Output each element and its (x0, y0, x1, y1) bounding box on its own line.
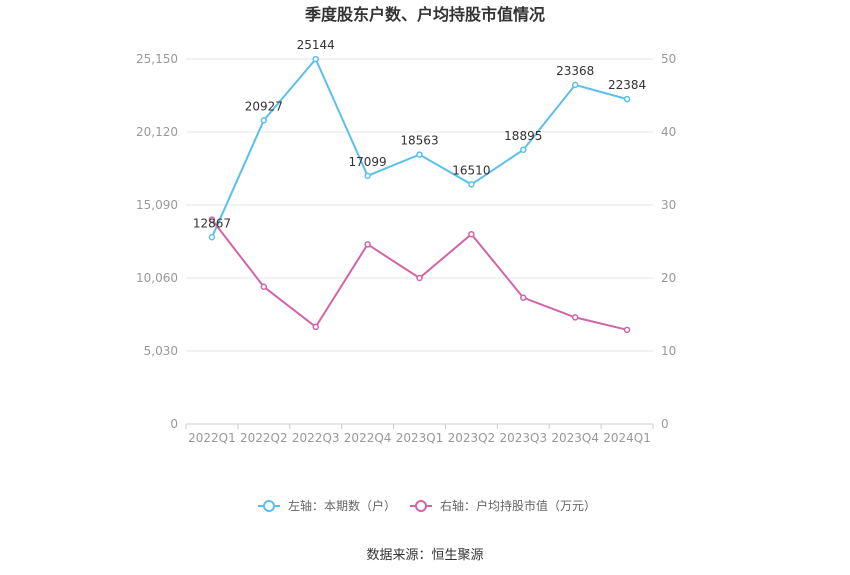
y-right-tick-label: 30 (661, 198, 676, 212)
y-left-tick-label: 0 (170, 417, 178, 431)
x-tick-label: 2023Q4 (551, 431, 599, 445)
axes: 0 0 5,030 10 10,060 20 15,090 30 20,120 40 25,150 5… (136, 52, 676, 445)
x-tick-label: 2022Q1 (188, 431, 236, 445)
series-line (210, 57, 628, 238)
series (208, 55, 631, 334)
data-label: 12867 (193, 216, 231, 230)
data-point (520, 146, 527, 154)
data-label: 22384 (608, 78, 646, 92)
chart-title: 季度股东户数、户均持股市值情况 (304, 5, 545, 24)
data-label: 16510 (452, 163, 490, 177)
data-point (364, 241, 371, 248)
data-point (468, 230, 475, 238)
data-point (571, 81, 579, 89)
data-label: 18563 (400, 134, 438, 148)
legend-marker-dot (263, 500, 275, 512)
data-point (623, 95, 631, 103)
data-point (520, 294, 527, 301)
legend-item-label: 左轴：本期数（户） (288, 498, 396, 513)
x-tick-label: 2023Q1 (396, 431, 444, 445)
x-tick-label: 2022Q4 (344, 431, 392, 445)
y-left-tick-label: 20,120 (136, 125, 178, 139)
data-point (208, 216, 216, 223)
data-label: 17099 (349, 155, 387, 169)
x-tick-label: 2022Q2 (240, 431, 288, 445)
series-line (211, 218, 628, 331)
data-point (416, 151, 423, 158)
y-left-tick-label: 25,150 (136, 52, 178, 66)
data-label: 18895 (504, 129, 542, 143)
source-note: 数据来源：恒生聚源 (366, 548, 483, 563)
data-point (571, 314, 579, 321)
y-right-tick-label: 40 (661, 125, 676, 139)
data-label: 23368 (556, 64, 594, 78)
x-tick-label: 2022Q3 (292, 431, 340, 445)
x-tick-label: 2023Q2 (448, 431, 496, 445)
legend-marker-dot (415, 500, 427, 512)
data-point (416, 274, 423, 282)
y-right-tick-label: 0 (661, 417, 669, 431)
legend-item-label: 右轴：户均持股市值（万元） (440, 498, 596, 513)
data-label: 20927 (245, 99, 283, 113)
data-point (468, 181, 475, 188)
y-left-tick-label: 5,030 (144, 344, 178, 358)
data-point (312, 323, 319, 331)
data-point (208, 234, 216, 241)
data-point (623, 326, 631, 334)
y-right-tick-label: 10 (661, 344, 676, 358)
y-right-tick-label: 20 (661, 271, 676, 285)
y-right-tick-label: 50 (661, 52, 676, 66)
legend[interactable]: 左轴：本期数（户） 右轴：户均持股市值（万元） (258, 498, 596, 513)
data-point (312, 55, 319, 63)
x-tick-label: 2023Q3 (499, 431, 547, 445)
data-point (364, 172, 371, 180)
x-tick-label: 2024Q1 (603, 431, 651, 445)
data-point (260, 283, 268, 291)
data-label: 25144 (297, 38, 335, 52)
grid (186, 58, 653, 352)
data-labels: 12867 20927 25144 17099 18563 16510 18895 23368… (193, 38, 646, 230)
data-point (260, 117, 268, 124)
y-left-tick-label: 15,090 (136, 198, 178, 212)
y-left-tick-label: 10,060 (136, 271, 178, 285)
